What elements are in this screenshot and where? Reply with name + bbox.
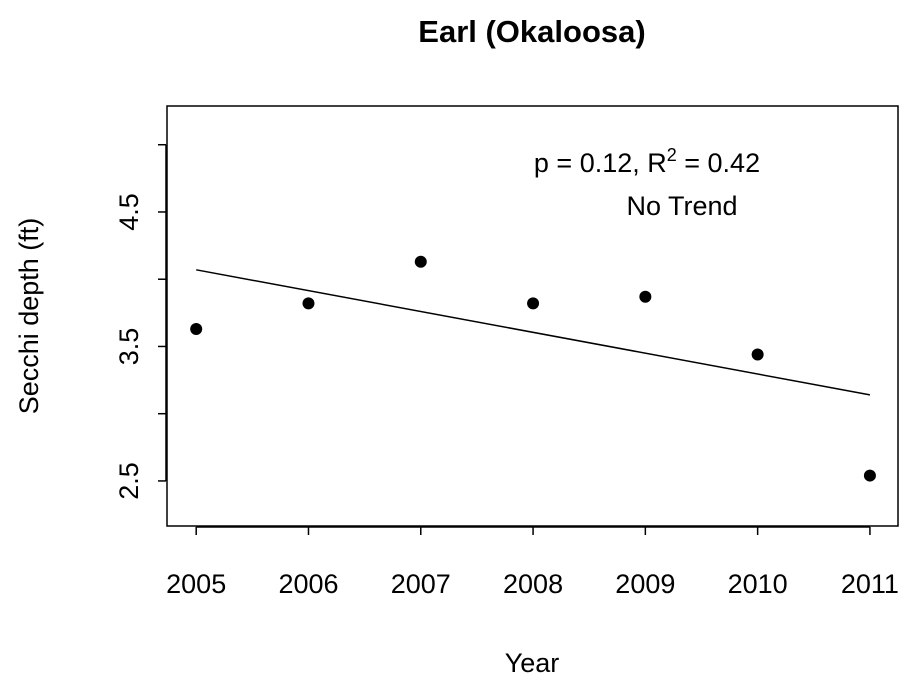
point [190,322,203,335]
x-tick-label: 2011 [841,569,899,599]
annotation: p = 0.12, R2 = 0.42 [534,145,760,178]
y-tick-label: 2.5 [114,462,144,500]
y-tick-label: 4.5 [114,193,144,231]
point [639,290,652,303]
point [527,297,540,310]
y-axis-label: Secchi depth (ft) [14,218,44,415]
annotation-part: = 0.42 [677,148,760,178]
x-tick-label: 2008 [503,569,563,599]
x-tick-label: 2009 [615,569,675,599]
x-tick-label: 2007 [391,569,451,599]
trend-line [196,269,871,396]
annotation-note: No Trend [626,191,737,221]
point [863,469,876,482]
plot-frame [166,105,899,527]
x-tick-label: 2006 [278,569,338,599]
annotation-superscript: 2 [667,145,677,165]
x-tick-label: 2005 [166,569,226,599]
point [414,255,427,268]
x-axis-label: Year [505,648,560,678]
point [302,297,315,310]
point [751,348,764,361]
annotation-part: p = 0.12, R [534,148,667,178]
y-tick-label: 3.5 [114,328,144,366]
chart-title: Earl (Okaloosa) [418,14,645,49]
x-tick-label: 2010 [728,569,788,599]
